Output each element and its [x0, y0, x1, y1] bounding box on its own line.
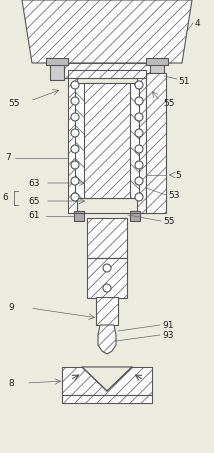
- Bar: [137, 78, 146, 213]
- Circle shape: [71, 161, 79, 169]
- Bar: [74, 211, 84, 221]
- Text: 55: 55: [163, 98, 174, 107]
- Circle shape: [135, 177, 143, 185]
- Text: 9: 9: [8, 304, 14, 313]
- Polygon shape: [22, 0, 192, 63]
- Text: 55: 55: [163, 217, 174, 226]
- Bar: [62, 367, 152, 395]
- Text: 7: 7: [5, 154, 11, 163]
- Bar: [62, 395, 152, 403]
- Bar: [68, 78, 77, 213]
- Circle shape: [71, 129, 79, 137]
- Polygon shape: [82, 367, 132, 391]
- Text: 63: 63: [28, 178, 40, 188]
- Text: 65: 65: [28, 197, 40, 206]
- Bar: [130, 211, 140, 221]
- Circle shape: [103, 264, 111, 272]
- Text: 91: 91: [162, 321, 174, 329]
- Bar: [75, 83, 139, 198]
- Bar: [146, 58, 168, 65]
- Bar: [62, 63, 152, 78]
- Bar: [150, 60, 164, 80]
- Text: 93: 93: [162, 331, 174, 339]
- Bar: [96, 297, 118, 325]
- Circle shape: [71, 81, 79, 89]
- Bar: [87, 258, 127, 298]
- Circle shape: [135, 161, 143, 169]
- Circle shape: [71, 97, 79, 105]
- Text: 53: 53: [168, 191, 180, 199]
- Bar: [146, 73, 166, 213]
- Bar: [68, 70, 146, 78]
- Circle shape: [135, 81, 143, 89]
- Text: 51: 51: [178, 77, 190, 86]
- Circle shape: [71, 145, 79, 153]
- Circle shape: [135, 113, 143, 121]
- Text: 8: 8: [8, 379, 14, 387]
- Circle shape: [71, 193, 79, 201]
- Circle shape: [135, 193, 143, 201]
- Text: 6: 6: [2, 193, 8, 202]
- Circle shape: [135, 145, 143, 153]
- Circle shape: [103, 284, 111, 292]
- Text: 5: 5: [175, 170, 181, 179]
- Bar: [46, 58, 68, 65]
- Polygon shape: [98, 325, 116, 354]
- Circle shape: [135, 97, 143, 105]
- Bar: [84, 83, 130, 198]
- Text: 55: 55: [8, 98, 19, 107]
- Text: 4: 4: [195, 19, 201, 28]
- Text: 61: 61: [28, 212, 40, 221]
- Circle shape: [71, 113, 79, 121]
- Circle shape: [71, 177, 79, 185]
- Circle shape: [135, 129, 143, 137]
- Bar: [87, 218, 127, 258]
- Bar: [50, 60, 64, 80]
